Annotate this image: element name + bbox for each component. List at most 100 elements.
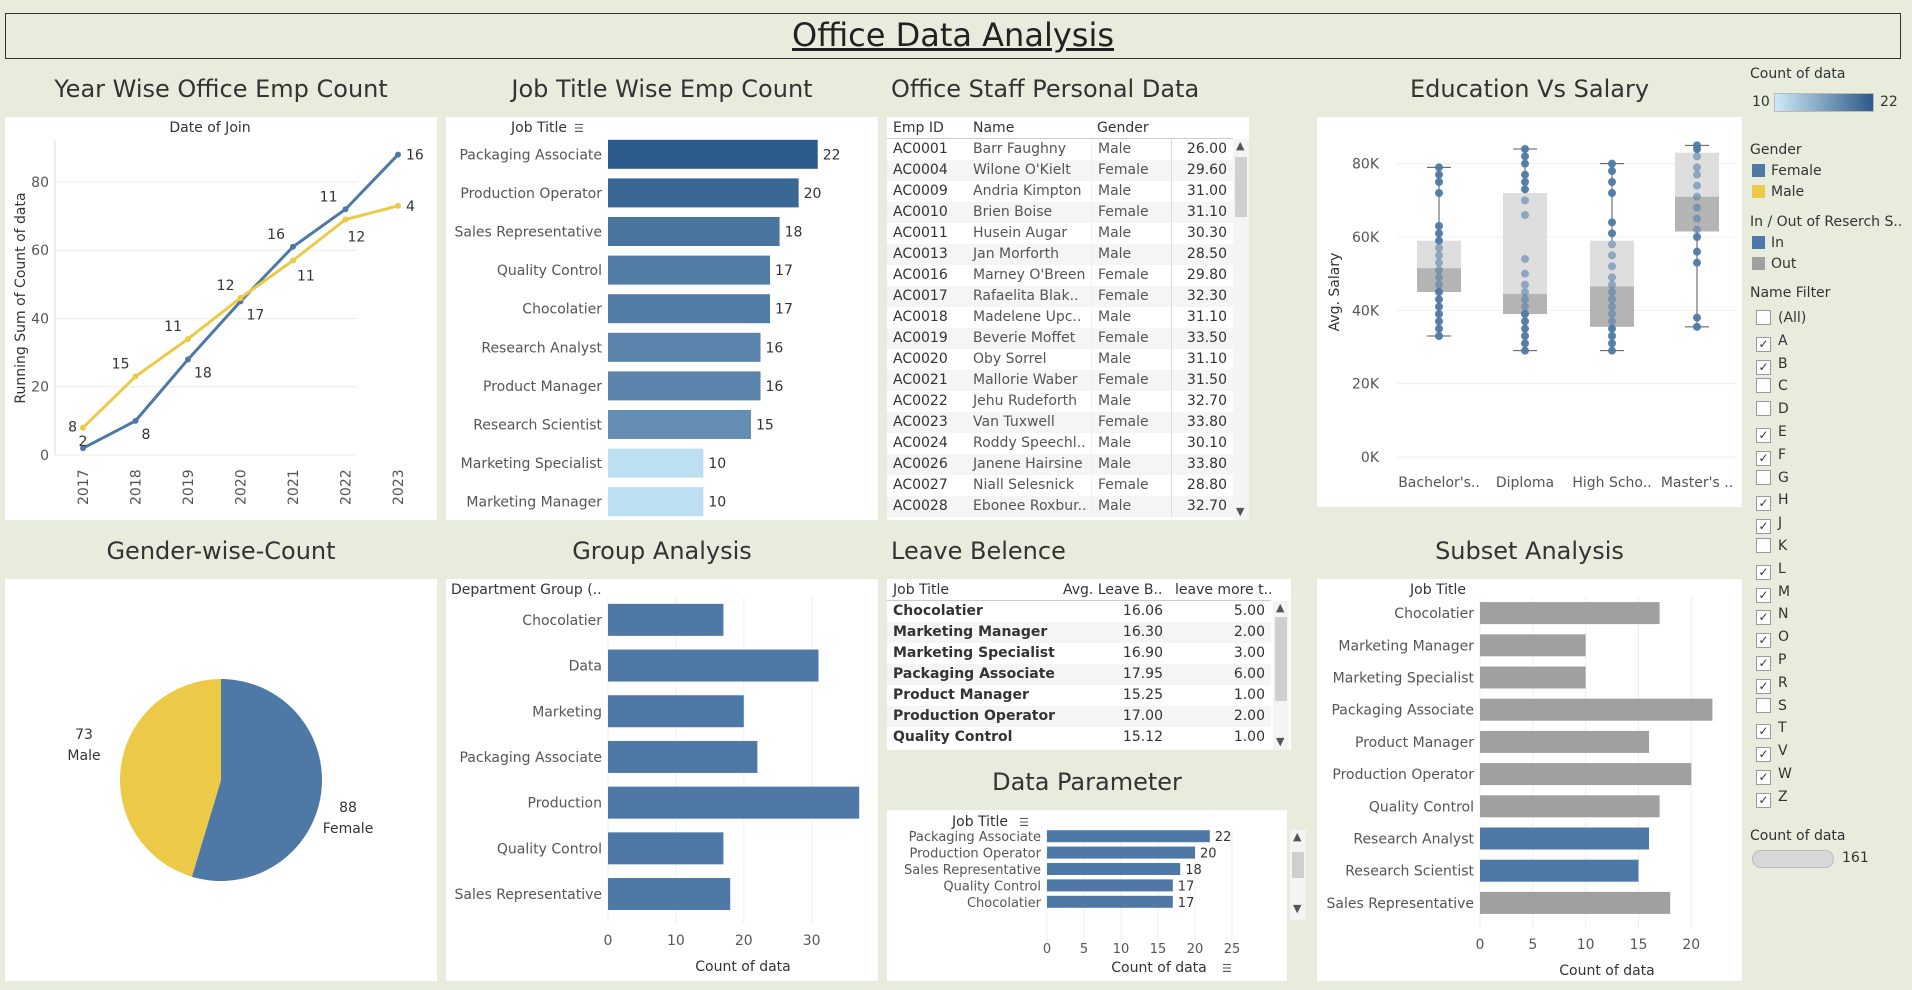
checkbox-empty-icon[interactable] [1756, 310, 1771, 325]
name-filter-item[interactable]: ✓ R [1756, 675, 1788, 694]
table-row[interactable]: AC0018 Madelene Upc.. Male 31.10 [887, 307, 1233, 328]
legend-male[interactable]: Male [1752, 184, 1804, 200]
staff-col-gender[interactable]: Gender [1097, 120, 1149, 136]
x-tick-label: 15 [1630, 937, 1648, 953]
scroll-down-icon[interactable]: ▼ [1236, 505, 1245, 518]
checkbox-checked-icon[interactable]: ✓ [1756, 496, 1771, 512]
table-row[interactable]: Marketing Specialist 16.90 3.00 [887, 643, 1271, 664]
staff-table-scrollbar[interactable]: ▲ ▼ [1233, 139, 1249, 520]
count-slider[interactable] [1752, 850, 1834, 868]
scroll-up-icon[interactable]: ▲ [1293, 830, 1302, 843]
name-filter-item[interactable]: ✓ W [1756, 766, 1792, 785]
table-row[interactable]: AC0022 Jehu Rudeforth Male 32.70 [887, 391, 1233, 412]
name-filter-item[interactable]: ✓ F [1756, 447, 1786, 466]
scroll-thumb[interactable] [1235, 157, 1247, 217]
table-row[interactable]: AC0013 Jan Morforth Male 28.50 [887, 244, 1233, 265]
table-row[interactable]: Marketing Manager 16.30 2.00 [887, 622, 1271, 643]
table-row[interactable]: AC0028 Ebonee Roxbur.. Male 32.70 [887, 496, 1233, 517]
name-filter-item[interactable]: D [1756, 401, 1789, 417]
table-row[interactable]: AC0020 Oby Sorrel Male 31.10 [887, 349, 1233, 370]
checkbox-checked-icon[interactable]: ✓ [1756, 519, 1771, 535]
table-row[interactable]: Chocolatier 16.06 5.00 [887, 601, 1271, 622]
checkbox-checked-icon[interactable]: ✓ [1756, 587, 1771, 603]
category-label: Production [528, 796, 602, 812]
table-row[interactable]: AC0009 Andria Kimpton Male 31.00 [887, 181, 1233, 202]
checkbox-checked-icon[interactable]: ✓ [1756, 428, 1771, 443]
table-row[interactable]: AC0026 Janene Hairsine Male 33.80 [887, 454, 1233, 475]
name-filter-item[interactable]: ✓ N [1756, 606, 1788, 626]
checkbox-checked-icon[interactable]: ✓ [1756, 724, 1771, 740]
table-row[interactable]: AC0027 Niall Selesnick Female 28.80 [887, 475, 1233, 496]
scroll-thumb[interactable] [1292, 852, 1304, 878]
checkbox-checked-icon[interactable]: ✓ [1756, 610, 1771, 626]
leave-table-scrollbar[interactable]: ▲ ▼ [1273, 601, 1289, 750]
checkbox-checked-icon[interactable]: ✓ [1756, 770, 1771, 785]
table-row[interactable]: Quality Control 15.12 1.00 [887, 727, 1271, 748]
checkbox-checked-icon[interactable]: ✓ [1756, 336, 1771, 352]
leave-col-avg[interactable]: Avg. Leave B.. [1063, 582, 1163, 598]
checkbox-empty-icon[interactable] [1756, 378, 1771, 394]
table-row[interactable]: AC0024 Roddy Speechl.. Male 30.10 [887, 433, 1233, 454]
checkbox-checked-icon[interactable]: ✓ [1756, 792, 1771, 808]
table-row[interactable]: AC0021 Mallorie Waber Female 31.50 [887, 370, 1233, 391]
table-row[interactable]: AC0011 Husein Augar Male 30.30 [887, 223, 1233, 244]
checkbox-checked-icon[interactable]: ✓ [1756, 747, 1771, 763]
table-row[interactable]: Product Manager 15.25 1.00 [887, 685, 1271, 706]
table-row[interactable]: AC0001 Barr Faughny Male 26.00 [887, 139, 1233, 160]
table-row[interactable]: Production Operator 17.00 2.00 [887, 706, 1271, 727]
cell-gender: Female [1091, 475, 1171, 496]
name-filter-item[interactable]: (All) [1756, 310, 1806, 326]
name-filter-item[interactable]: ✓ O [1756, 629, 1789, 649]
checkbox-checked-icon[interactable]: ✓ [1756, 633, 1771, 649]
name-filter-item[interactable]: C [1756, 378, 1788, 394]
table-row[interactable]: AC0016 Marney O'Breen Female 29.80 [887, 265, 1233, 286]
cell-emp-id: AC0024 [893, 435, 948, 451]
checkbox-checked-icon[interactable]: ✓ [1756, 678, 1771, 694]
checkbox-empty-icon[interactable] [1756, 538, 1771, 553]
table-row[interactable]: AC0019 Beverie Moffet Female 33.50 [887, 328, 1233, 349]
name-filter-item[interactable]: S [1756, 697, 1787, 714]
category-label: Diploma [1496, 475, 1554, 491]
checkbox-empty-icon[interactable] [1756, 401, 1771, 417]
checkbox-checked-icon[interactable]: ✓ [1756, 564, 1771, 580]
name-filter-item[interactable]: ✓ Z [1756, 789, 1788, 808]
legend-out[interactable]: Out [1752, 256, 1796, 272]
name-filter-item[interactable]: ✓ H [1756, 492, 1789, 512]
scroll-down-icon[interactable]: ▼ [1293, 902, 1302, 915]
table-row[interactable]: AC0010 Brien Boise Female 31.10 [887, 202, 1233, 223]
staff-col-name[interactable]: Name [973, 120, 1015, 136]
legend-in[interactable]: In [1752, 235, 1784, 251]
staff-col-empid[interactable]: Emp ID [893, 120, 944, 136]
bar [1480, 634, 1586, 657]
name-filter-item[interactable]: ✓ J [1756, 515, 1782, 535]
y-tick-label: 40 [31, 311, 49, 327]
scroll-up-icon[interactable]: ▲ [1276, 601, 1285, 614]
legend-female[interactable]: Female [1752, 163, 1822, 179]
table-row[interactable]: AC0004 Wilone O'Kielt Female 29.60 [887, 160, 1233, 181]
checkbox-checked-icon[interactable]: ✓ [1756, 656, 1771, 671]
checkbox-checked-icon[interactable]: ✓ [1756, 359, 1771, 375]
checkbox-checked-icon[interactable]: ✓ [1756, 450, 1771, 466]
name-filter-item[interactable]: ✓ V [1756, 743, 1788, 763]
name-filter-item[interactable]: ✓ E [1756, 424, 1787, 443]
table-row[interactable]: Packaging Associate 17.95 6.00 [887, 664, 1271, 685]
name-filter-item[interactable]: K [1756, 538, 1787, 554]
name-filter-item[interactable]: ✓ L [1756, 561, 1786, 580]
leave-col-more[interactable]: leave more t.. [1175, 582, 1271, 598]
table-row[interactable]: AC0017 Rafaelita Blak.. Female 32.30 [887, 286, 1233, 307]
leave-col-job[interactable]: Job Title [893, 582, 950, 598]
name-filter-item[interactable]: ✓ M [1756, 584, 1790, 603]
checkbox-empty-icon[interactable] [1756, 697, 1771, 713]
param-chart-scrollbar[interactable]: ▲ ▼ [1290, 830, 1306, 920]
scroll-down-icon[interactable]: ▼ [1276, 735, 1285, 748]
scroll-thumb[interactable] [1275, 617, 1287, 701]
table-row[interactable]: AC0023 Van Tuxwell Female 33.80 [887, 412, 1233, 433]
name-filter-item[interactable]: ✓ T [1756, 720, 1787, 740]
name-filter-item[interactable]: ✓ A [1756, 333, 1788, 352]
checkbox-empty-icon[interactable] [1756, 469, 1771, 485]
name-filter-item[interactable]: ✓ P [1756, 652, 1786, 671]
scroll-up-icon[interactable]: ▲ [1236, 139, 1245, 152]
name-filter-item[interactable]: G [1756, 469, 1789, 486]
name-filter-item[interactable]: ✓ B [1756, 356, 1788, 375]
page-title: Office Data Analysis [792, 16, 1114, 54]
